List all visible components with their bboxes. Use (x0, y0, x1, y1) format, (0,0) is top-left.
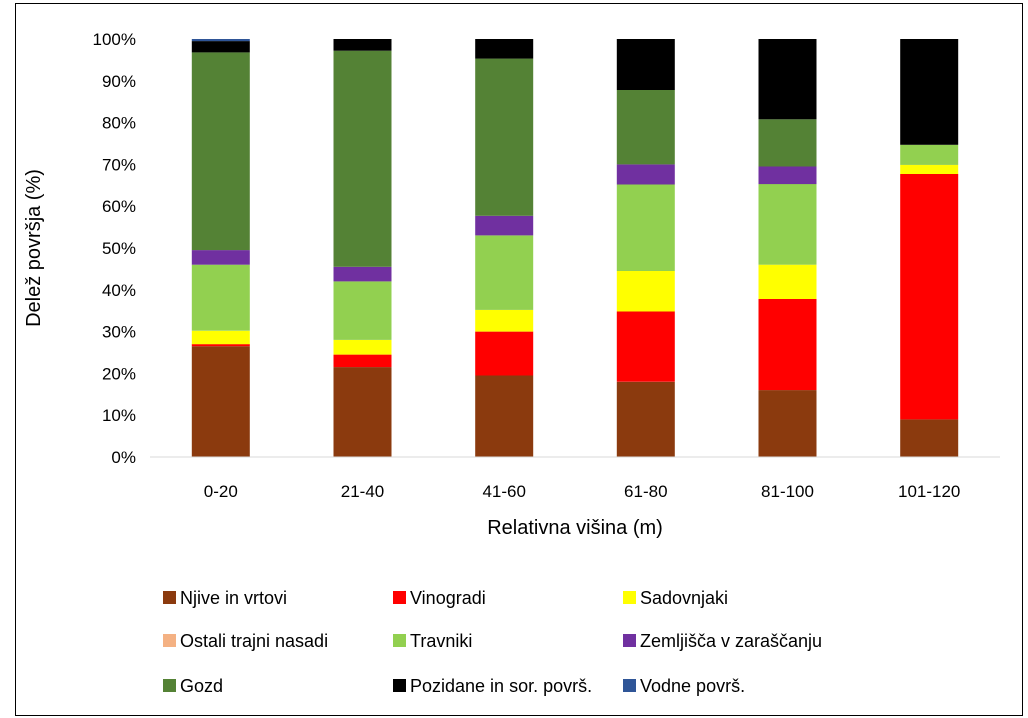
legend-label: Vodne površ. (640, 676, 745, 696)
y-tick-label: 90% (102, 72, 136, 91)
bar-segment (900, 419, 959, 457)
x-tick-label: 41-60 (482, 482, 525, 501)
bar-segment (333, 340, 392, 355)
x-axis-title: Relativna višina (m) (487, 517, 663, 539)
x-axis: 0-20 21-40 41-60 61-80 81-100 101-120 (204, 482, 961, 501)
y-tick-label: 30% (102, 323, 136, 342)
bar-segment (900, 144, 959, 165)
legend-swatch (393, 591, 406, 604)
bar-segment (758, 390, 817, 457)
legend-label: Ostali trajni nasadi (180, 631, 328, 651)
bar-segment (475, 58, 534, 216)
legend-swatch (163, 591, 176, 604)
legend-label: Pozidane in sor. površ. (410, 676, 592, 696)
plot-area (191, 39, 959, 457)
bar-segment (475, 309, 534, 332)
bar-segment (475, 331, 534, 376)
bar-segment (900, 174, 959, 420)
bar-segment (333, 367, 392, 457)
legend-label: Vinogradi (410, 588, 486, 608)
y-tick-label: 40% (102, 281, 136, 300)
bar-segment (616, 184, 675, 271)
y-tick-label: 60% (102, 197, 136, 216)
bar-segment (616, 90, 675, 165)
legend-swatch (393, 679, 406, 692)
legend-swatch (163, 634, 176, 647)
x-tick-label: 0-20 (204, 482, 238, 501)
bar-segment (333, 281, 392, 340)
y-tick-label: 70% (102, 155, 136, 174)
bar-segment (333, 354, 392, 368)
bar-segment (333, 39, 392, 51)
legend-label: Gozd (180, 676, 223, 696)
bar-segment (191, 250, 250, 265)
bar-segment (758, 39, 817, 120)
y-tick-label: 10% (102, 406, 136, 425)
bar-segment (900, 164, 959, 174)
legend-label: Travniki (410, 631, 472, 651)
bar-segment (616, 39, 675, 90)
y-tick-label: 0% (111, 448, 136, 467)
bar-segment (191, 39, 250, 42)
bar-segment (758, 184, 817, 265)
x-tick-label: 101-120 (898, 482, 960, 501)
legend: Njive in vrtovi Vinogradi Sadovnjaki Ostali… (163, 588, 822, 696)
bar-segment (191, 346, 250, 457)
bar-segment (191, 52, 250, 251)
y-axis-title: Delež površja (%) (23, 169, 45, 327)
legend-swatch (623, 679, 636, 692)
legend-swatch (393, 634, 406, 647)
x-tick-label: 61-80 (624, 482, 667, 501)
legend-label: Njive in vrtovi (180, 588, 287, 608)
bar-segment (191, 41, 250, 53)
bar-segment (616, 311, 675, 382)
bar-segment (475, 39, 534, 59)
x-tick-label: 21-40 (341, 482, 384, 501)
y-tick-label: 100% (93, 30, 136, 49)
bar-segment (616, 164, 675, 185)
legend-label: Zemljišča v zaraščanju (640, 631, 822, 651)
bar-segment (616, 381, 675, 457)
legend-swatch (623, 591, 636, 604)
y-tick-label: 20% (102, 364, 136, 383)
bar-segment (333, 50, 392, 267)
bar-segment (333, 266, 392, 282)
y-tick-label: 50% (102, 239, 136, 258)
legend-swatch (623, 634, 636, 647)
bar-segment (616, 271, 675, 312)
bar-segment (191, 330, 250, 345)
bar-segment (191, 344, 250, 347)
bar-segment (475, 375, 534, 457)
bar-segment (900, 39, 959, 145)
bar-segment (758, 299, 817, 391)
legend-label: Sadovnjaki (640, 588, 728, 608)
bar-segment (475, 215, 534, 236)
bar-segment (758, 166, 817, 185)
y-axis: 0% 10% 20% 30% 40% 50% 60% 70% 80% 90% 100% (93, 30, 136, 467)
x-tick-label: 81-100 (761, 482, 814, 501)
bar-segment (758, 264, 817, 299)
bar-segment (475, 235, 534, 310)
y-tick-label: 80% (102, 114, 136, 133)
bar-segment (191, 264, 250, 331)
legend-swatch (163, 679, 176, 692)
bar-segment (758, 119, 817, 167)
